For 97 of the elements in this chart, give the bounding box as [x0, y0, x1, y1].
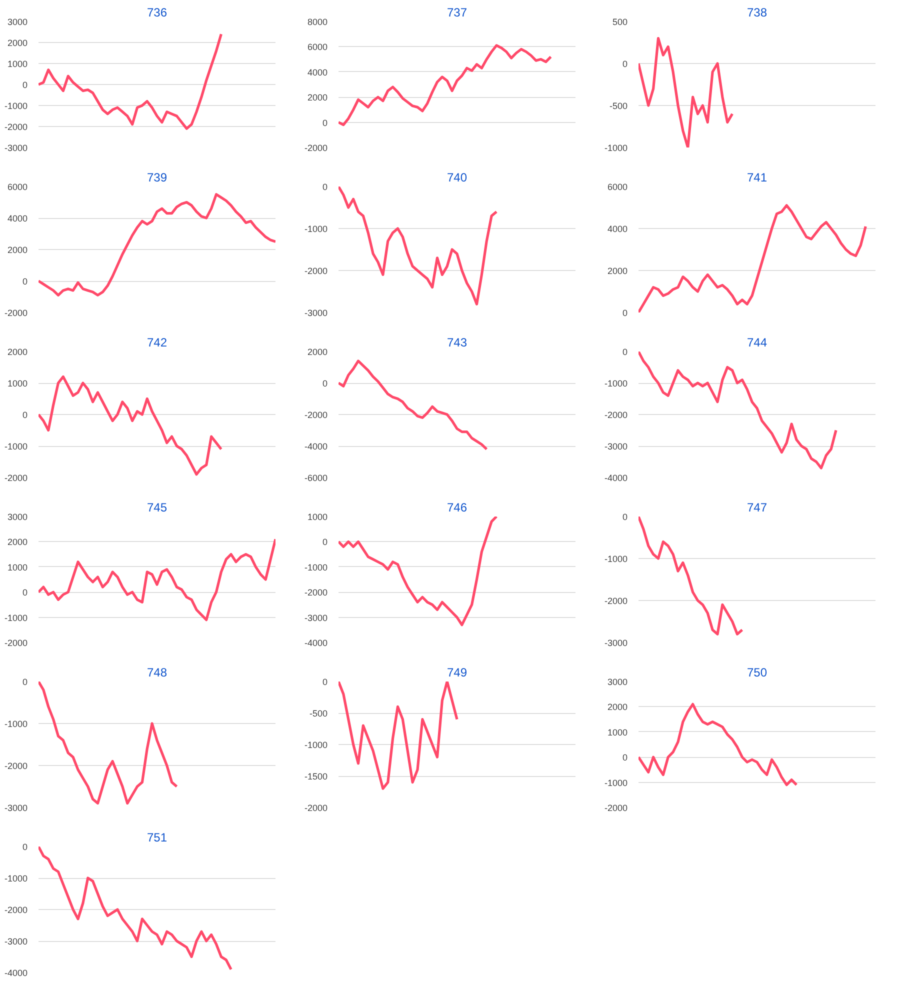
- y-tick-label: 6000: [307, 42, 328, 52]
- y-tick-label: 0: [622, 347, 628, 357]
- y-tick-label: 1000: [7, 378, 28, 388]
- y-tick-label: 8000: [307, 17, 328, 27]
- y-tick-label: 1000: [307, 512, 328, 522]
- y-tick-label: -4000: [4, 968, 28, 978]
- y-tick-label: -500: [309, 708, 328, 718]
- y-tick-label: -500: [609, 101, 628, 111]
- y-tick-label: -3000: [4, 803, 28, 813]
- y-tick-label: 4000: [7, 214, 28, 224]
- y-tick-label: 0: [22, 677, 28, 687]
- y-tick-label: -3000: [4, 143, 28, 153]
- y-tick-label: 0: [622, 59, 628, 69]
- chart-title: 748: [146, 666, 168, 680]
- y-tick-label: 500: [612, 17, 628, 27]
- y-tick-label: -4000: [604, 473, 628, 483]
- chart-title: 736: [146, 6, 168, 20]
- y-tick-label: 2000: [7, 537, 28, 548]
- y-tick-label: -1000: [604, 778, 628, 788]
- y-tick-label: -1000: [4, 612, 28, 623]
- chart-title: 742: [146, 336, 168, 350]
- y-tick-label: -2000: [4, 761, 28, 771]
- chart-title: 747: [746, 500, 768, 514]
- y-tick-label: 6000: [607, 182, 628, 192]
- y-tick-label: -1000: [4, 442, 28, 452]
- y-tick-label: -3000: [304, 612, 328, 623]
- y-tick-label: 2000: [7, 245, 28, 255]
- y-tick-label: -2000: [604, 410, 628, 420]
- y-tick-label: 0: [322, 537, 328, 548]
- y-tick-label: 3000: [607, 677, 628, 687]
- y-tick-label: 2000: [7, 38, 28, 48]
- y-tick-label: -6000: [304, 473, 328, 483]
- y-tick-label: 6000: [7, 182, 28, 192]
- y-tick-label: 2000: [607, 266, 628, 276]
- y-tick-label: -2000: [304, 266, 328, 276]
- y-tick-label: 4000: [607, 224, 628, 234]
- chart-title: 744: [746, 336, 768, 350]
- y-tick-label: -3000: [604, 638, 628, 648]
- y-tick-label: 0: [22, 588, 28, 598]
- y-tick-label: -4000: [304, 442, 328, 452]
- y-tick-label: -2000: [604, 596, 628, 606]
- y-tick-label: 0: [322, 378, 328, 388]
- y-tick-label: 0: [322, 118, 328, 128]
- y-tick-label: -1000: [304, 562, 328, 572]
- y-tick-label: 4000: [307, 67, 328, 78]
- y-tick-label: 0: [22, 842, 28, 852]
- y-tick-label: -2000: [304, 410, 328, 420]
- y-tick-label: 2000: [7, 347, 28, 357]
- y-tick-label: 1000: [607, 727, 628, 738]
- y-tick-label: -2000: [4, 122, 28, 132]
- y-tick-label: -2000: [304, 588, 328, 598]
- y-tick-label: 2000: [607, 702, 628, 712]
- y-tick-label: 0: [22, 276, 28, 286]
- y-tick-label: 0: [22, 410, 28, 420]
- y-tick-label: 1000: [7, 59, 28, 69]
- y-tick-label: -1000: [604, 554, 628, 564]
- chart-title: 741: [746, 170, 768, 184]
- y-tick-label: -1500: [304, 772, 328, 782]
- y-tick-label: 2000: [307, 347, 328, 357]
- chart-title: 743: [446, 336, 468, 350]
- y-tick-label: -1000: [4, 874, 28, 884]
- y-tick-label: -2000: [604, 803, 628, 813]
- y-tick-label: 3000: [7, 17, 28, 27]
- chart-title: 746: [446, 500, 468, 514]
- y-tick-label: -2000: [4, 473, 28, 483]
- chart-title: 749: [446, 666, 468, 680]
- y-tick-label: 0: [22, 80, 28, 90]
- y-tick-label: 0: [622, 512, 628, 522]
- chart-title: 740: [446, 170, 468, 184]
- y-tick-label: 0: [322, 182, 328, 192]
- y-tick-label: -1000: [304, 224, 328, 234]
- y-tick-label: 0: [322, 677, 328, 687]
- y-tick-label: -1000: [604, 378, 628, 388]
- chart-title: 745: [146, 500, 168, 514]
- y-tick-label: 0: [622, 752, 628, 763]
- y-tick-label: -3000: [304, 308, 328, 318]
- y-tick-label: -2000: [304, 803, 328, 813]
- y-tick-label: -2000: [304, 143, 328, 153]
- y-tick-label: -3000: [604, 442, 628, 452]
- chart-title: 738: [746, 6, 768, 20]
- y-tick-label: 3000: [7, 512, 28, 522]
- chart-title: 737: [446, 6, 468, 20]
- y-tick-label: -1000: [4, 101, 28, 111]
- y-tick-label: -3000: [4, 936, 28, 946]
- y-tick-label: -1000: [604, 143, 628, 153]
- y-tick-label: -2000: [4, 638, 28, 648]
- y-tick-label: -2000: [4, 308, 28, 318]
- chart-title: 751: [146, 830, 168, 844]
- y-tick-label: 1000: [7, 562, 28, 572]
- chart-title: 750: [746, 666, 768, 680]
- y-tick-label: -4000: [304, 638, 328, 648]
- chart-title: 739: [146, 170, 168, 184]
- y-tick-label: -1000: [4, 719, 28, 729]
- y-tick-label: -2000: [4, 905, 28, 915]
- y-tick-label: 2000: [307, 92, 328, 103]
- y-tick-label: 0: [622, 308, 628, 318]
- y-tick-label: -1000: [304, 740, 328, 750]
